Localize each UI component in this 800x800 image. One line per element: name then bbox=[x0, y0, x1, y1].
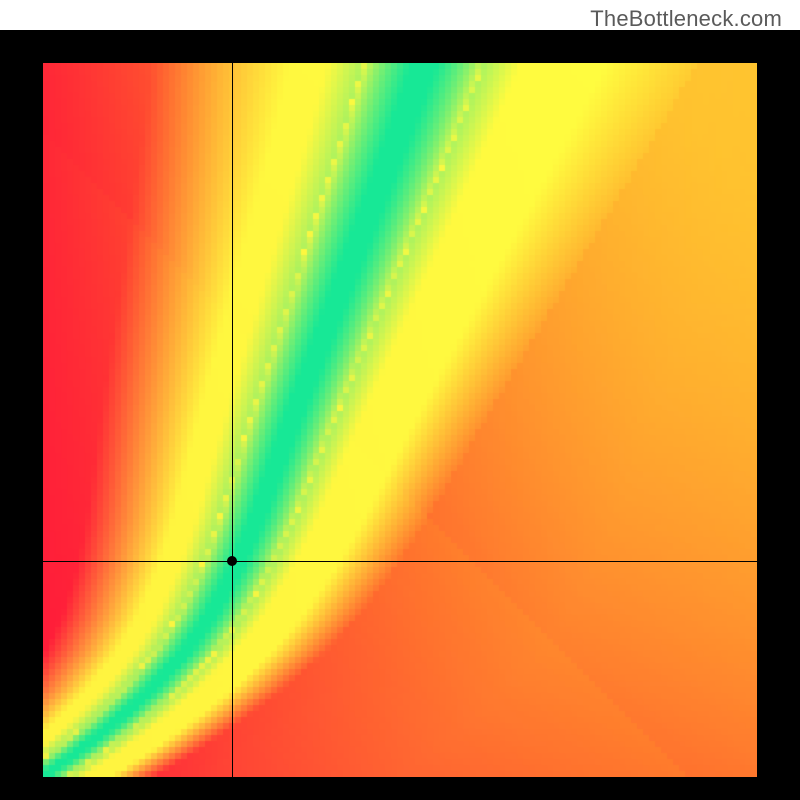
crosshair-vertical-line bbox=[232, 63, 233, 777]
plot-outer-frame bbox=[0, 30, 800, 800]
bottleneck-heatmap bbox=[43, 63, 757, 777]
watermark-text: TheBottleneck.com bbox=[590, 6, 782, 32]
selection-marker-dot bbox=[227, 556, 237, 566]
heatmap-plot-area bbox=[43, 63, 757, 777]
crosshair-horizontal-line bbox=[43, 561, 757, 562]
